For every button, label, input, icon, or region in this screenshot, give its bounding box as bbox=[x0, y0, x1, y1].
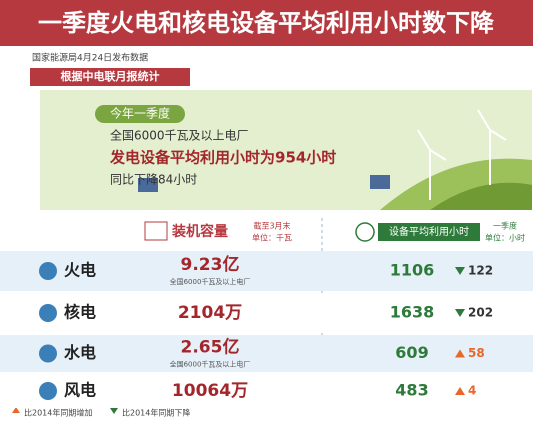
row-icon bbox=[39, 382, 57, 400]
capacity-header: 装机容量 bbox=[171, 223, 228, 240]
legend-up-icon bbox=[12, 407, 20, 413]
capacity: 2.65亿 bbox=[181, 337, 240, 358]
row-bg bbox=[0, 251, 533, 291]
row-bg bbox=[0, 374, 533, 408]
banner-line: 发电设备平均利用小时为954小时 bbox=[109, 149, 336, 167]
icon bbox=[355, 222, 375, 242]
capacity-note: 全国6000千瓦及以上电厂 bbox=[170, 277, 251, 286]
change: 122 bbox=[468, 264, 493, 278]
tag-box bbox=[30, 68, 190, 86]
title-bar bbox=[0, 0, 533, 46]
banner-label-box bbox=[95, 105, 185, 123]
hours-note: 一季度 bbox=[493, 221, 517, 231]
change: 4 bbox=[468, 384, 476, 398]
row-name: 核电 bbox=[64, 303, 96, 322]
hours-header: 设备平均利用小时 bbox=[389, 225, 469, 238]
tag: 根据中电联月报统计 bbox=[61, 69, 160, 83]
row-name: 风电 bbox=[64, 381, 96, 400]
title: 一季度火电和核电设备平均利用小时数下降 bbox=[38, 9, 495, 37]
banner-label: 今年一季度 bbox=[110, 106, 170, 121]
row-bg bbox=[0, 335, 533, 372]
turbines bbox=[417, 109, 507, 200]
capacity: 9.23亿 bbox=[181, 254, 240, 275]
row-bg bbox=[0, 293, 533, 333]
hours: 609 bbox=[395, 343, 428, 362]
change: 202 bbox=[468, 306, 493, 320]
capacity-note: 全国6000千瓦及以上电厂 bbox=[170, 360, 251, 369]
row-name: 水电 bbox=[64, 343, 96, 362]
solar-panel bbox=[370, 175, 390, 189]
row-icon bbox=[39, 262, 57, 280]
capacity: 2104万 bbox=[178, 303, 242, 323]
hours-header-box bbox=[378, 223, 480, 241]
hours: 483 bbox=[395, 381, 428, 400]
capacity-note: 截至3月末 bbox=[253, 221, 290, 231]
change-arrow bbox=[455, 349, 465, 358]
change-arrow bbox=[455, 309, 465, 317]
solar-panel bbox=[138, 178, 158, 192]
source: 国家能源局4月24日发布数据 bbox=[32, 52, 148, 64]
banner-line: 全国6000千瓦及以上电厂 bbox=[110, 128, 249, 143]
legend-down: 比2014年同期下降 bbox=[122, 408, 190, 418]
banner-line: 同比下降84小时 bbox=[110, 173, 197, 187]
row-icon bbox=[39, 344, 57, 363]
row-icon bbox=[39, 304, 57, 322]
legend-down-icon bbox=[110, 408, 118, 414]
change-arrow bbox=[455, 387, 465, 395]
hours: 1106 bbox=[390, 261, 435, 280]
capacity-unit: 单位：千瓦 bbox=[252, 233, 292, 243]
hours-unit: 单位：小时 bbox=[485, 233, 525, 243]
icon bbox=[144, 221, 168, 241]
capacity: 10064万 bbox=[172, 381, 248, 401]
hill bbox=[430, 182, 532, 210]
hours: 1638 bbox=[390, 303, 435, 322]
change-arrow bbox=[455, 267, 465, 275]
legend-up: 比2014年同期增加 bbox=[24, 408, 92, 418]
row-name: 火电 bbox=[64, 261, 96, 280]
change: 58 bbox=[468, 346, 485, 360]
